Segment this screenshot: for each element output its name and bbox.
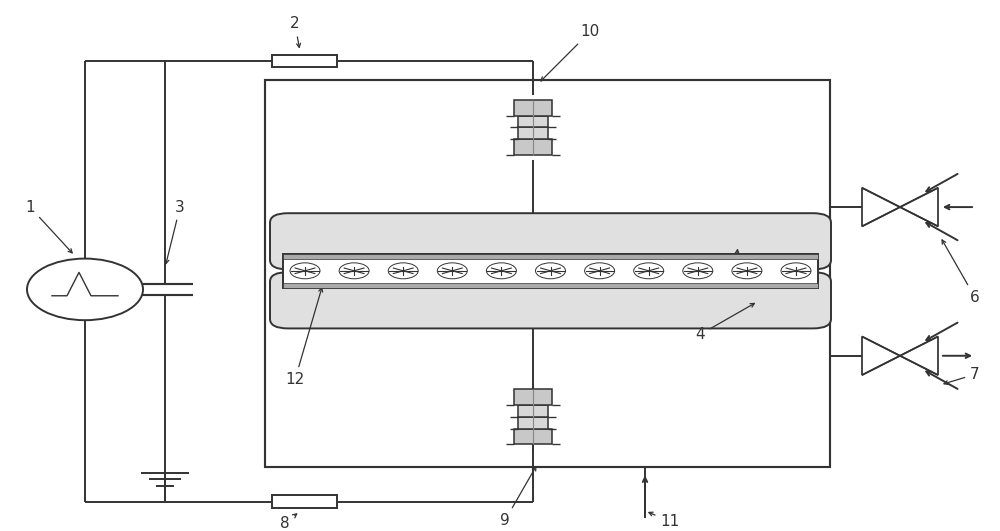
Bar	[283, 282, 818, 288]
Text: 9: 9	[500, 467, 536, 528]
Bar	[283, 254, 818, 259]
Bar	[514, 139, 552, 155]
Text: 2: 2	[290, 16, 300, 47]
Text: 12: 12	[285, 288, 323, 387]
Bar	[518, 417, 548, 429]
Bar	[514, 429, 552, 444]
Text: 7: 7	[944, 367, 980, 384]
Bar	[272, 495, 337, 508]
FancyBboxPatch shape	[270, 213, 831, 270]
Bar	[518, 116, 548, 127]
Text: 11: 11	[649, 512, 680, 529]
Bar	[518, 405, 548, 417]
Bar	[518, 127, 548, 139]
Bar	[514, 389, 552, 405]
Bar	[283, 254, 818, 288]
Text: 1: 1	[25, 200, 72, 253]
Bar	[265, 80, 830, 467]
Text: 8: 8	[280, 514, 297, 530]
Circle shape	[27, 259, 143, 320]
Text: 6: 6	[942, 240, 980, 305]
FancyBboxPatch shape	[270, 272, 831, 328]
Text: 4: 4	[695, 303, 754, 342]
Text: 3: 3	[165, 200, 185, 263]
Bar	[514, 100, 552, 116]
Text: 10: 10	[541, 24, 600, 81]
Text: 5: 5	[730, 250, 740, 278]
Bar	[272, 55, 337, 67]
